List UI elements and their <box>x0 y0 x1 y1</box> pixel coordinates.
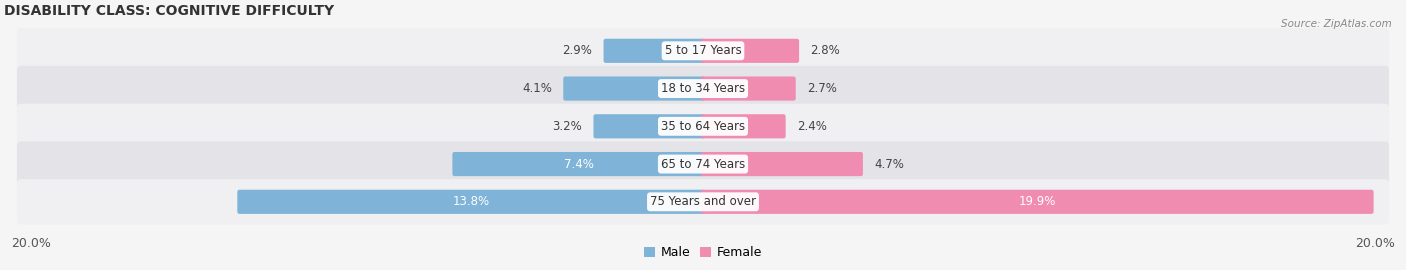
Text: 3.2%: 3.2% <box>553 120 582 133</box>
FancyBboxPatch shape <box>17 66 1389 111</box>
Text: 4.7%: 4.7% <box>875 158 904 171</box>
FancyBboxPatch shape <box>17 141 1389 187</box>
Legend: Male, Female: Male, Female <box>640 241 766 264</box>
Text: 2.9%: 2.9% <box>562 44 592 57</box>
Text: 4.1%: 4.1% <box>522 82 551 95</box>
FancyBboxPatch shape <box>702 190 1374 214</box>
FancyBboxPatch shape <box>238 190 704 214</box>
Text: 2.7%: 2.7% <box>807 82 837 95</box>
Text: Source: ZipAtlas.com: Source: ZipAtlas.com <box>1281 19 1392 29</box>
Text: 13.8%: 13.8% <box>453 195 489 208</box>
Text: 18 to 34 Years: 18 to 34 Years <box>661 82 745 95</box>
FancyBboxPatch shape <box>702 152 863 176</box>
Text: 19.9%: 19.9% <box>1018 195 1056 208</box>
FancyBboxPatch shape <box>17 104 1389 149</box>
Text: 35 to 64 Years: 35 to 64 Years <box>661 120 745 133</box>
Text: 7.4%: 7.4% <box>564 158 593 171</box>
FancyBboxPatch shape <box>564 76 704 101</box>
Text: 75 Years and over: 75 Years and over <box>650 195 756 208</box>
FancyBboxPatch shape <box>702 114 786 139</box>
FancyBboxPatch shape <box>593 114 704 139</box>
Text: DISABILITY CLASS: COGNITIVE DIFFICULTY: DISABILITY CLASS: COGNITIVE DIFFICULTY <box>4 4 335 18</box>
Text: 2.8%: 2.8% <box>810 44 841 57</box>
FancyBboxPatch shape <box>702 39 799 63</box>
Text: 2.4%: 2.4% <box>797 120 827 133</box>
FancyBboxPatch shape <box>453 152 704 176</box>
Text: 5 to 17 Years: 5 to 17 Years <box>665 44 741 57</box>
FancyBboxPatch shape <box>17 179 1389 224</box>
FancyBboxPatch shape <box>603 39 704 63</box>
FancyBboxPatch shape <box>702 76 796 101</box>
Text: 65 to 74 Years: 65 to 74 Years <box>661 158 745 171</box>
FancyBboxPatch shape <box>17 28 1389 73</box>
